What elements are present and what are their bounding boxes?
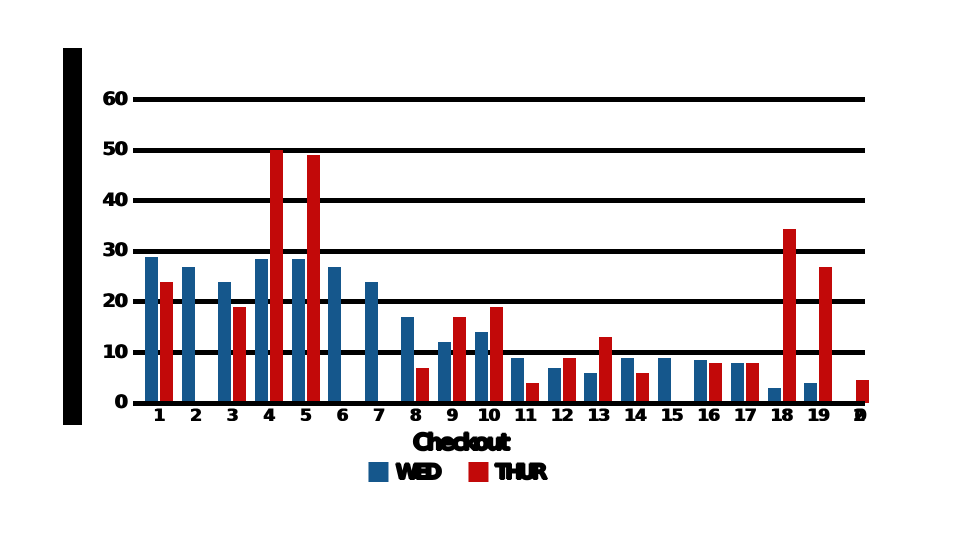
bar-thur-cat17 — [745, 362, 759, 403]
bar-wed-cat18 — [767, 387, 781, 403]
x-axis-line — [133, 400, 865, 406]
bar-wed-cat3 — [218, 281, 232, 403]
x-tick-label: 13 — [587, 406, 611, 426]
y-tick-label: 40 — [102, 188, 128, 211]
x-tick-label: 17 — [734, 406, 757, 426]
bar-thur-cat14 — [636, 372, 650, 403]
gridline — [133, 147, 865, 153]
x-tick-label: 18 — [770, 406, 794, 426]
bar-wed-cat9 — [438, 342, 451, 403]
x-tick-label: 12 — [550, 406, 574, 426]
gridline — [133, 248, 865, 254]
y-axis-label-block — [63, 48, 82, 425]
x-axis-title: Checkout — [412, 430, 511, 456]
bar-wed-cat14 — [621, 357, 635, 403]
x-tick-label: 1 — [153, 406, 166, 426]
x-tick-label: 20 — [853, 406, 867, 426]
legend-label-series2: THUR — [495, 460, 547, 484]
bar-thur-cat10 — [489, 307, 503, 403]
bar-thur-cat16 — [709, 362, 723, 403]
bar-wed-cat6 — [328, 266, 342, 403]
bar-wed-cat15 — [657, 357, 671, 403]
legend-swatch-series1 — [368, 462, 389, 482]
x-tick-label: 14 — [624, 406, 647, 426]
bar-wed-cat17 — [730, 362, 744, 403]
bar-wed-cat10 — [474, 332, 488, 403]
y-tick-label: 30 — [102, 239, 128, 262]
y-tick-label: 0 — [114, 391, 128, 413]
bar-thur-cat8 — [416, 367, 430, 403]
x-tick-label: 15 — [660, 406, 684, 426]
bar-wed-cat13 — [584, 372, 598, 403]
bar-wed-cat4 — [254, 259, 268, 403]
bar-thur-cat1 — [160, 281, 173, 403]
bar-wed-cat2 — [181, 266, 195, 403]
bar-wed-cat19 — [804, 382, 818, 403]
bar-thur-cat13 — [599, 337, 613, 403]
bar-thur-cat5 — [306, 155, 320, 403]
y-tick-label: 10 — [102, 340, 128, 363]
bar-thur-cat18 — [782, 228, 796, 403]
bar-wed-cat11 — [511, 357, 525, 403]
legend-label-series1: WED — [395, 460, 442, 484]
bar-wed-cat8 — [401, 317, 415, 403]
x-tick-label: 2 — [190, 406, 202, 426]
x-tick-label: 19 — [807, 406, 830, 426]
gridline — [133, 97, 865, 103]
x-tick-label: 5 — [300, 406, 312, 426]
legend-swatch-series2 — [468, 462, 489, 482]
x-tick-label: 7 — [373, 406, 385, 426]
x-tick-label: 9 — [446, 406, 459, 426]
legend: WED THUR — [368, 460, 547, 484]
bar-thur-cat11 — [526, 382, 540, 403]
bar-thur-cat12 — [562, 357, 576, 403]
x-tick-label: 4 — [263, 406, 275, 426]
bar-thur-cat4 — [269, 150, 283, 403]
bar-wed-cat7 — [364, 281, 378, 403]
gridline — [133, 198, 865, 204]
x-tick-label: 11 — [514, 406, 537, 426]
bar-wed-cat16 — [694, 360, 708, 403]
y-tick-label: 20 — [102, 289, 128, 312]
x-tick-label: 6 — [336, 406, 349, 426]
x-tick-label: 8 — [409, 406, 422, 426]
bar-thur-cat19 — [819, 266, 833, 403]
gridline — [133, 299, 865, 305]
x-tick-label: 10 — [477, 406, 501, 426]
bar-thur-cat20 — [855, 380, 869, 403]
y-tick-label: 50 — [102, 138, 128, 161]
y-tick-label: 60 — [102, 87, 128, 110]
bar-thur-cat9 — [453, 317, 466, 403]
bar-wed-cat5 — [291, 259, 305, 403]
x-tick-label: 3 — [226, 406, 239, 426]
bar-wed-cat12 — [547, 367, 561, 403]
bar-thur-cat3 — [233, 307, 247, 403]
bar-wed-cat1 — [145, 256, 158, 403]
x-tick-label: 16 — [697, 406, 720, 426]
